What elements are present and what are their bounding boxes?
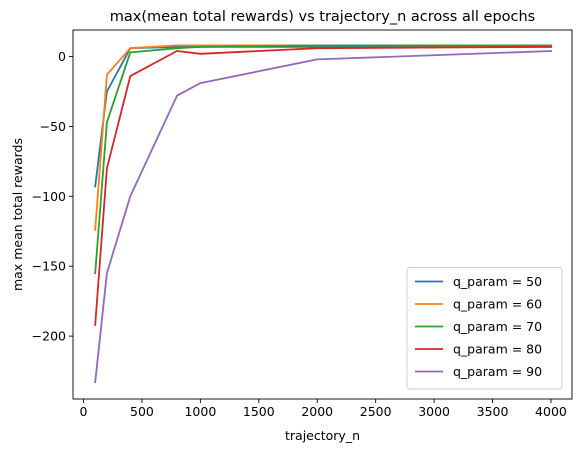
series-line-0 bbox=[94, 45, 552, 188]
x-tick-label: 2000 bbox=[301, 404, 333, 419]
x-tick-label: 0 bbox=[80, 404, 88, 419]
chart-title: max(mean total rewards) vs trajectory_n … bbox=[110, 9, 535, 25]
x-tick-label: 3500 bbox=[477, 404, 509, 419]
legend-label: q_param = 70 bbox=[453, 319, 542, 334]
x-axis-label: trajectory_n bbox=[285, 428, 360, 443]
x-tick-label: 4000 bbox=[535, 404, 567, 419]
y-tick-label: −150 bbox=[32, 259, 66, 274]
legend-label: q_param = 90 bbox=[453, 364, 542, 379]
plot-frame bbox=[72, 29, 573, 400]
legend-box bbox=[406, 267, 563, 390]
x-tick-label: 500 bbox=[130, 404, 154, 419]
series-line-3 bbox=[94, 45, 552, 326]
y-tick-label: −50 bbox=[40, 119, 66, 134]
y-axis-ticks: 0 −50 −100 −150 −200 bbox=[32, 49, 73, 344]
series-layer bbox=[94, 44, 552, 384]
legend-label: q_param = 50 bbox=[453, 274, 542, 289]
y-tick-label: −200 bbox=[32, 329, 66, 344]
legend-label: q_param = 60 bbox=[453, 297, 542, 312]
y-tick-label: −100 bbox=[32, 189, 66, 204]
x-axis-ticks: 0 500 1000 1500 2000 2500 3000 3500 4000 bbox=[80, 399, 567, 419]
series-line-4 bbox=[94, 50, 552, 384]
y-axis-label: max mean total rewards bbox=[10, 138, 25, 291]
x-tick-label: 2500 bbox=[360, 404, 392, 419]
y-tick-label: 0 bbox=[58, 49, 66, 64]
legend: q_param = 50 q_param = 60 q_param = 70 q_pa… bbox=[406, 267, 563, 390]
x-tick-label: 1500 bbox=[243, 404, 275, 419]
x-tick-label: 3000 bbox=[418, 404, 450, 419]
series-line-2 bbox=[94, 44, 552, 275]
legend-label: q_param = 80 bbox=[453, 342, 542, 357]
series-line-1 bbox=[94, 44, 552, 231]
x-tick-label: 1000 bbox=[184, 404, 216, 419]
